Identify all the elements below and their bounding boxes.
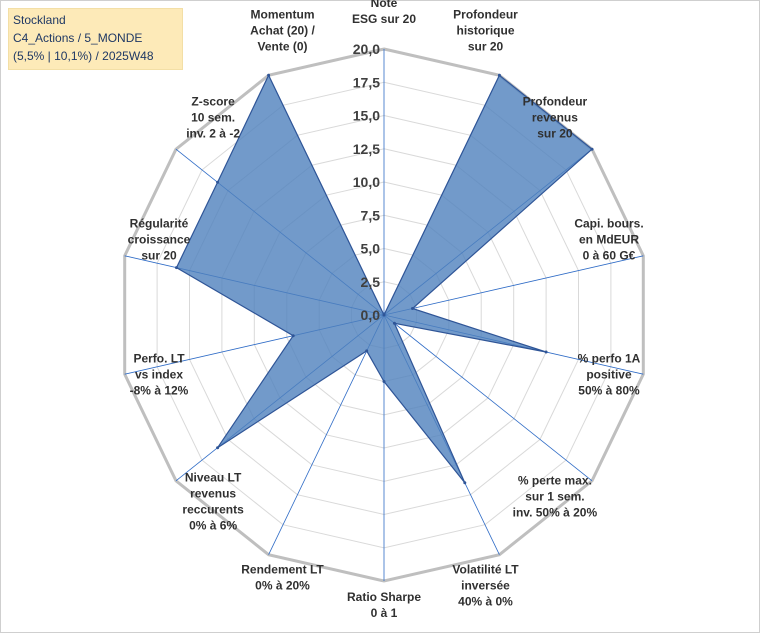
radar-axis-label-line: historique xyxy=(456,24,514,38)
radar-axis-label-line: en MdEUR xyxy=(579,232,639,246)
radar-tick-label: 17,5 xyxy=(353,74,380,90)
radar-axis-label-line: Niveau LT xyxy=(185,471,242,485)
radar-data-point xyxy=(175,266,178,270)
radar-axis-label: Perfo. LT vs index -8% à 12% xyxy=(130,352,189,398)
radar-axis-label: Volatilité LT inversée 40% à 0% xyxy=(452,562,519,608)
radar-axis-label: Régularité croissance sur 20 xyxy=(128,216,191,262)
radar-axis-label-line: 0 à 60 G€ xyxy=(583,248,636,262)
radar-data-point xyxy=(365,349,369,353)
radar-axis-label-line: 40% à 0% xyxy=(458,594,513,608)
radar-axis-label-line: revenus xyxy=(532,111,578,125)
radar-axis-label-line: Ratio Sharpe xyxy=(347,590,421,604)
radar-axis-label-line: sur 1 sem. xyxy=(525,490,584,504)
radar-axis-label: Profondeur revenus sur 20 xyxy=(523,95,588,141)
radar-axis-label-line: sur 20 xyxy=(468,40,504,54)
radar-axis-label-line: Z-score xyxy=(191,95,235,109)
radar-tick-label: 0,0 xyxy=(361,307,381,323)
radar-tick-label: 2,5 xyxy=(361,274,381,290)
radar-axis-label-line: revenus xyxy=(190,487,236,501)
radar-spoke xyxy=(383,255,644,316)
radar-axis-label-line: % perte max. xyxy=(518,474,592,488)
radar-data-point xyxy=(216,180,220,184)
radar-axis-label-line: -8% à 12% xyxy=(130,384,189,398)
radar-spoke xyxy=(383,314,593,482)
radar-data-point xyxy=(382,313,386,317)
radar-data-point xyxy=(267,73,271,77)
radar-axis-label-line: 10 sem. xyxy=(191,111,235,125)
radar-axis-label-line: 50% à 80% xyxy=(578,384,640,398)
radar-axis-label-line: Rendement LT xyxy=(241,562,324,576)
radar-axis-label-line: % perfo 1A xyxy=(578,352,641,366)
radar-axis-label: Note ESG sur 20 xyxy=(352,0,416,26)
radar-axis-label-line: Momentum xyxy=(251,8,315,22)
title-line-1: Stockland xyxy=(13,13,66,27)
radar-axis-label: Ratio Sharpe 0 à 1 xyxy=(347,590,421,620)
radar-tick-label: 5,0 xyxy=(361,241,381,257)
radar-axis-label-line: Profondeur xyxy=(523,95,588,109)
radar-tick-label: 7,5 xyxy=(361,207,381,223)
radar-axis-label-line: vs index xyxy=(135,368,183,382)
radar-tick-label: 15,0 xyxy=(353,108,380,124)
radar-axis-label-line: Note xyxy=(371,0,398,10)
radar-axis-label-line: Perfo. LT xyxy=(133,352,185,366)
radar-axis-label-line: Achat (20) / xyxy=(250,24,315,38)
radar-data-point xyxy=(291,334,295,338)
radar-axis-label: % perfo 1A positive 50% à 80% xyxy=(578,352,641,398)
radar-axis-label-line: 0% à 6% xyxy=(189,519,237,533)
radar-axis-label-line: ESG sur 20 xyxy=(352,12,416,26)
radar-data-point xyxy=(216,446,220,450)
radar-axis-label-line: 0 à 1 xyxy=(371,606,398,620)
radar-axis-label-line: Profondeur xyxy=(453,8,518,22)
radar-data-point xyxy=(392,321,396,325)
radar-axis-label-line: Vente (0) xyxy=(257,40,307,54)
chart-title-box: Stockland C4_Actions / 5_MONDE (5,5% | 1… xyxy=(8,8,183,70)
title-line-2: C4_Actions / 5_MONDE xyxy=(13,31,143,45)
radar-axis-label-line: inv. 2 à -2 xyxy=(186,127,240,141)
radar-axis-label-line: reccurents xyxy=(182,503,244,517)
radar-data-point xyxy=(497,73,501,77)
radar-axis-label: Capi. bours. en MdEUR 0 à 60 G€ xyxy=(574,216,643,262)
radar-axis-label-line: inversée xyxy=(461,578,510,592)
radar-data-point xyxy=(544,350,548,354)
radar-tick-label: 12,5 xyxy=(353,141,380,157)
radar-axis-label: % perte max. sur 1 sem. inv. 50% à 20% xyxy=(513,474,598,520)
radar-axis-label-line: inv. 50% à 20% xyxy=(513,506,598,520)
radar-axis-label-line: Régularité xyxy=(130,216,189,230)
radar-axis-label-line: 0% à 20% xyxy=(255,578,310,592)
radar-axis-label-line: positive xyxy=(586,368,632,382)
radar-axis-label-line: croissance xyxy=(128,232,191,246)
radar-axis-label-line: sur 20 xyxy=(537,127,573,141)
radar-axis-label: Niveau LT revenus reccurents 0% à 6% xyxy=(182,471,244,533)
radar-axis-label-line: sur 20 xyxy=(141,248,177,262)
radar-tick-label: 10,0 xyxy=(353,174,380,190)
radar-axis-label: Profondeur historique sur 20 xyxy=(453,8,518,54)
radar-spoke xyxy=(268,314,385,555)
radar-axis-label: Z-score 10 sem. inv. 2 à -2 xyxy=(186,95,240,141)
radar-data-point xyxy=(382,380,386,383)
radar-tick-label: 20,0 xyxy=(353,41,380,57)
radar-axis-label: Momentum Achat (20) / Vente (0) xyxy=(250,8,315,54)
radar-axis-label-line: Capi. bours. xyxy=(574,216,643,230)
title-line-3: (5,5% | 10,1%) / 2025W48 xyxy=(13,49,154,63)
radar-data-point xyxy=(411,307,414,310)
radar-data-point xyxy=(590,147,594,151)
radar-axis-label: Rendement LT 0% à 20% xyxy=(241,562,324,592)
radar-axis-label-line: Volatilité LT xyxy=(452,562,519,576)
radar-data-point xyxy=(463,481,467,485)
